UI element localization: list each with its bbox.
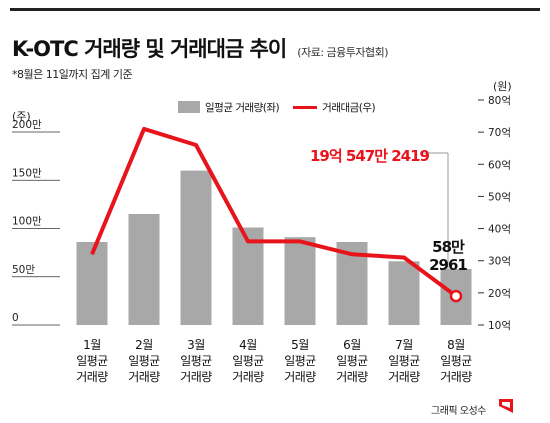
x-tick-label: 거래량 [388,370,420,384]
bar-1 [76,242,108,325]
bar-value-annotation: 58만 2961 [426,238,470,274]
bar-4 [232,227,264,325]
right-axis-unit: (원) [493,80,512,93]
x-tick-label: 일평균 [180,354,212,368]
left-tick-label: 150만 [12,167,42,179]
x-tick-label: 3월 [187,338,205,352]
left-tick-label: 0 [12,312,19,324]
line-value-annotation: 19억 547만 2419 [310,147,430,165]
x-tick-label: 일평균 [336,354,368,368]
bar-7 [388,261,420,325]
left-tick-label: 50만 [12,264,35,276]
right-tick-label: 30억 [488,256,511,268]
legend-bar-swatch [178,101,200,113]
x-tick-label: 8월 [447,338,465,352]
x-tick-label: 2월 [135,338,153,352]
right-tick-label: 60억 [488,159,511,171]
left-tick-label: 100만 [12,216,42,228]
right-tick-label: 20억 [488,288,511,300]
bar-2 [128,214,160,325]
legend-line-swatch [293,105,318,109]
x-tick-label: 일평균 [388,354,420,368]
graphic-credit: 그래픽 오성수 [431,406,486,417]
legend-line-label: 거래대금(우) [322,101,376,114]
right-tick-label: 10억 [488,320,511,332]
chart-title: K-OTC 거래량 및 거래대금 추이 [12,37,287,61]
bar-value-line1: 58만 [432,238,465,256]
trading-value-line [90,126,458,298]
x-tick-label: 거래량 [76,370,108,384]
right-tick-label: 50억 [488,191,511,203]
x-tick-label: 6월 [343,338,361,352]
bar-value-line2: 2961 [429,256,468,274]
line-end-marker [449,289,463,303]
chart-source: (자료: 금융투자협회) [297,46,389,59]
title-block: K-OTC 거래량 및 거래대금 추이 (자료: 금융투자협회) [12,33,389,63]
x-tick-label: 거래량 [232,370,264,384]
x-tick-label: 7월 [395,338,413,352]
left-tick-label: 200만 [12,119,42,131]
x-tick-label: 일평균 [76,354,108,368]
chart-note: *8월은 11일까지 집계 기준 [12,68,133,81]
bar-3 [180,170,212,325]
x-tick-label: 일평균 [128,354,160,368]
x-tick-label: 거래량 [440,370,472,384]
legend-bar-label: 일평균 거래량(좌) [205,101,280,114]
top-rule [10,8,540,11]
x-tick-label: 거래량 [284,370,316,384]
x-tick-label: 거래량 [336,370,368,384]
legend: 일평균 거래량(좌) 거래대금(우) [178,97,396,117]
publisher-logo-icon [499,399,513,413]
x-tick-label: 일평균 [440,354,472,368]
bar-5 [284,237,316,325]
x-tick-label: 거래량 [180,370,212,384]
x-tick-label: 일평균 [232,354,264,368]
right-tick-label: 70억 [488,127,511,139]
x-tick-label: 5월 [291,338,309,352]
x-tick-label: 4월 [239,338,257,352]
right-tick-label: 80억 [488,95,511,107]
x-tick-label: 1월 [83,338,101,352]
x-tick-label: 거래량 [128,370,160,384]
left-axis-unit: (주) [12,110,31,123]
x-tick-label: 일평균 [284,354,316,368]
right-tick-label: 40억 [488,224,511,236]
